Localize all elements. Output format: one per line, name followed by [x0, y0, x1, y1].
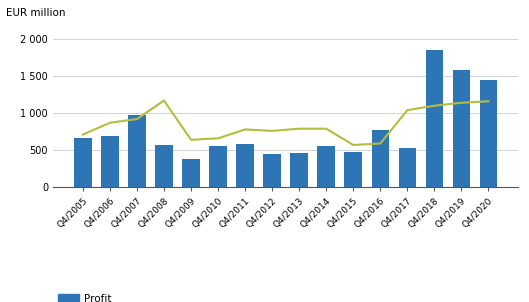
Bar: [101, 136, 118, 187]
Bar: [317, 146, 335, 187]
Bar: [182, 159, 200, 187]
Bar: [209, 146, 227, 187]
Bar: [263, 153, 281, 187]
Legend: Profit, Net income from financial operations: Profit, Net income from financial operat…: [58, 294, 278, 302]
Bar: [290, 153, 308, 187]
Bar: [344, 153, 362, 187]
Bar: [398, 148, 416, 187]
Text: EUR million: EUR million: [6, 8, 66, 18]
Bar: [426, 50, 443, 187]
Bar: [236, 143, 254, 187]
Bar: [155, 145, 173, 187]
Bar: [453, 70, 470, 187]
Bar: [480, 80, 497, 187]
Bar: [128, 115, 145, 187]
Bar: [74, 138, 92, 187]
Bar: [371, 130, 389, 187]
